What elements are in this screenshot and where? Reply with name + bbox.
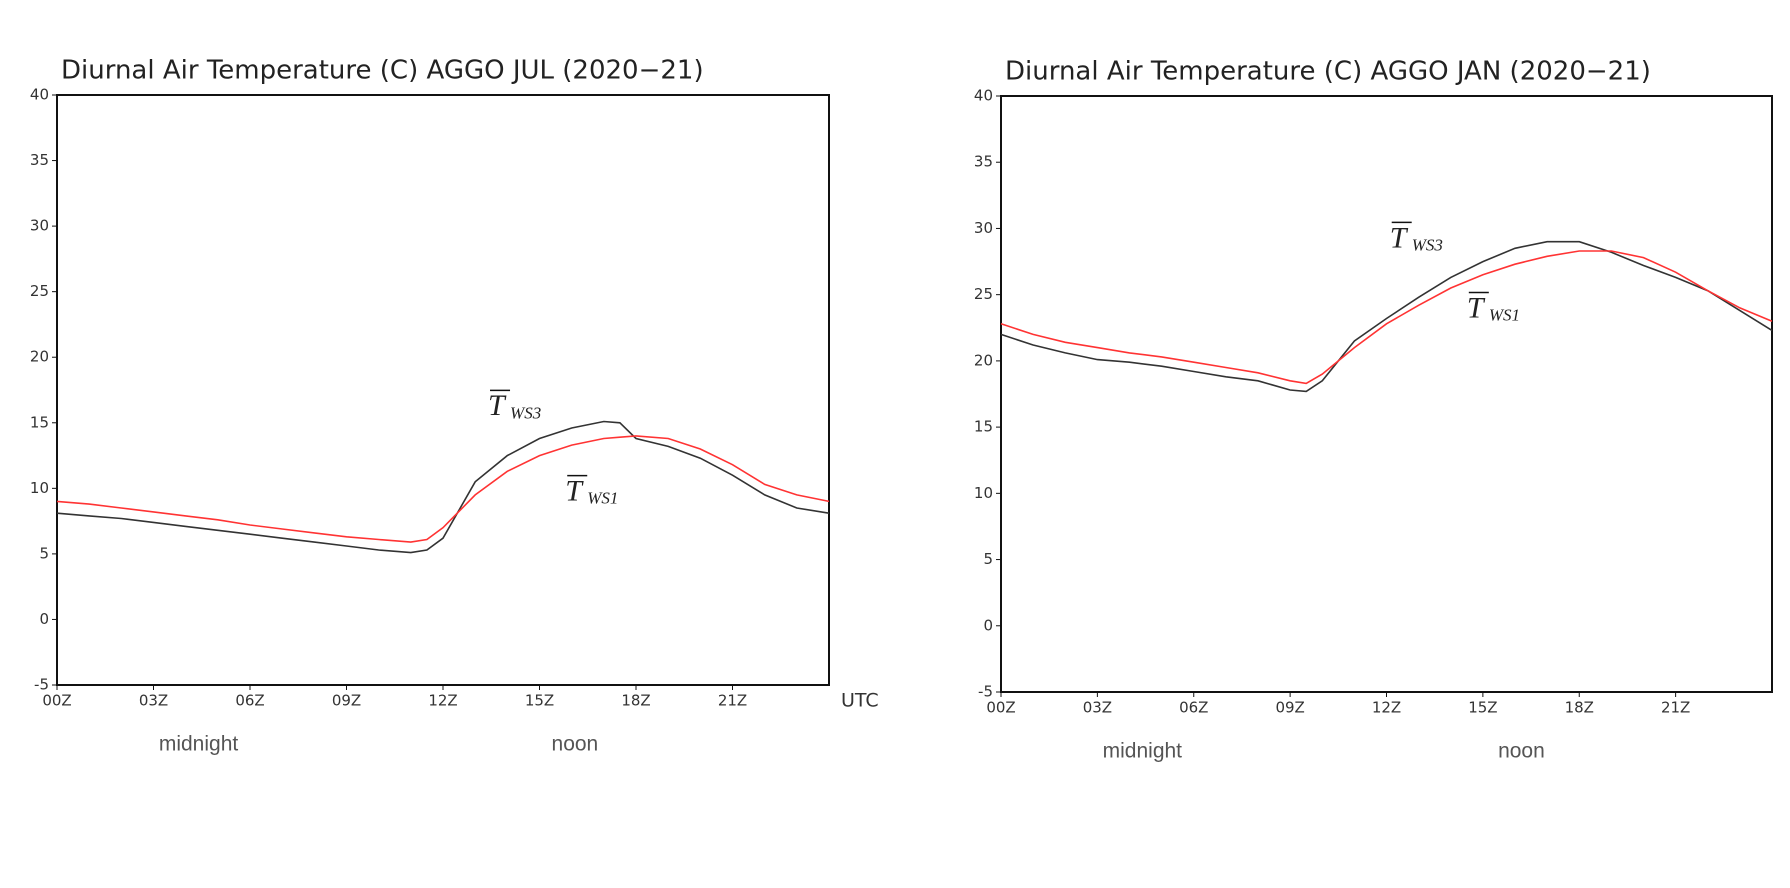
x-tick-label: 15Z — [525, 692, 554, 710]
annotation-subscript: WS1 — [587, 488, 618, 507]
series-line — [56, 420, 830, 554]
chart: Diurnal Air Temperature (C) AGGO JAN (20… — [974, 57, 1773, 763]
annotation-subscript: WS3 — [1412, 235, 1443, 254]
y-tick-label: 20 — [974, 351, 993, 369]
x-tick-label: 21Z — [1661, 699, 1690, 717]
series-line — [1000, 250, 1773, 385]
x-tick-label: 21Z — [718, 692, 747, 710]
annotation-symbol: T — [565, 474, 584, 507]
x-note: midnight — [159, 733, 239, 756]
x-tick-label: 06Z — [1179, 699, 1208, 717]
y-tick-label: 35 — [30, 151, 49, 169]
y-tick-label: -5 — [978, 683, 993, 701]
y-tick-label: 10 — [30, 479, 49, 497]
x-note: noon — [552, 733, 599, 756]
chart-title: Diurnal Air Temperature (C) AGGO JUL (20… — [61, 56, 704, 86]
y-tick-label: 5 — [39, 544, 49, 562]
y-tick-label: 0 — [983, 616, 993, 634]
plot-frame — [56, 94, 830, 686]
x-tick-label: 15Z — [1468, 699, 1497, 717]
y-tick-label: 5 — [983, 550, 993, 568]
chart-title: Diurnal Air Temperature (C) AGGO JAN (20… — [1005, 57, 1651, 87]
series-line — [1000, 240, 1773, 393]
x-note: midnight — [1103, 740, 1183, 763]
y-tick-label: 30 — [30, 217, 49, 235]
annotation-subscript: WS1 — [1489, 305, 1520, 324]
y-tick-label: 40 — [30, 86, 49, 104]
y-tick-label: 30 — [974, 219, 993, 237]
x-tick-label: 18Z — [1565, 699, 1594, 717]
annotation-symbol: T — [1467, 291, 1486, 324]
x-tick-label: 06Z — [235, 692, 264, 710]
y-tick-label: 40 — [974, 87, 993, 105]
y-tick-label: 0 — [39, 610, 49, 628]
x-tick-label: 03Z — [1083, 699, 1112, 717]
annotation-symbol: T — [1390, 221, 1409, 254]
x-axis-label: UTC — [841, 690, 879, 712]
series-line — [56, 435, 830, 543]
y-tick-label: 25 — [974, 285, 993, 303]
x-tick-label: 18Z — [621, 692, 650, 710]
x-tick-label: 00Z — [42, 692, 71, 710]
y-tick-label: 35 — [974, 153, 993, 171]
y-tick-label: 10 — [974, 484, 993, 502]
chart: Diurnal Air Temperature (C) AGGO JUL (20… — [30, 56, 879, 756]
y-tick-label: 15 — [30, 413, 49, 431]
plot-frame — [1000, 95, 1773, 693]
y-tick-label: 25 — [30, 282, 49, 300]
y-tick-label: 15 — [974, 418, 993, 436]
y-tick-label: -5 — [34, 676, 49, 694]
y-tick-label: 20 — [30, 348, 49, 366]
x-tick-label: 00Z — [986, 699, 1015, 717]
x-tick-label: 09Z — [1275, 699, 1304, 717]
x-tick-label: 03Z — [139, 692, 168, 710]
annotation-subscript: WS3 — [510, 403, 541, 422]
x-tick-label: 12Z — [1372, 699, 1401, 717]
x-tick-label: 09Z — [332, 692, 361, 710]
x-tick-label: 12Z — [428, 692, 457, 710]
annotation-symbol: T — [488, 389, 507, 422]
x-note: noon — [1498, 740, 1545, 763]
